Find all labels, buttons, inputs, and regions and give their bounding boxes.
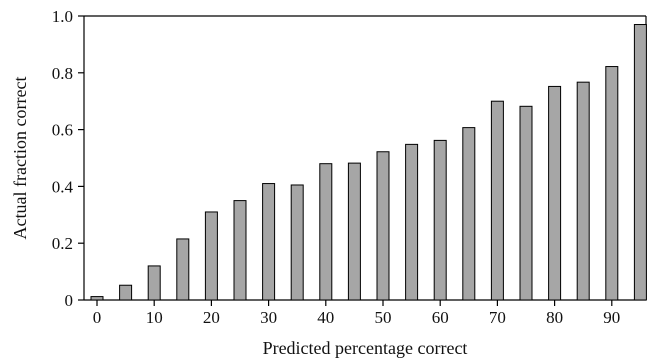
bar-60 <box>433 139 447 301</box>
bar-0 <box>90 296 104 301</box>
bar-25 <box>233 200 247 301</box>
bar-35 <box>290 184 304 301</box>
y-tick-label: 1.0 <box>52 7 73 26</box>
x-tick-label: 60 <box>432 308 449 327</box>
bar-75 <box>519 105 533 301</box>
bar-10 <box>147 265 161 301</box>
y-axis-title: Actual fraction correct <box>10 77 30 240</box>
bar-70 <box>490 100 504 301</box>
y-tick-label: 0.8 <box>52 64 73 83</box>
y-axis: 0 0.2 0.4 0.6 0.8 1.0 <box>52 7 85 310</box>
bar-30 <box>262 183 276 301</box>
x-tick-label: 80 <box>546 308 563 327</box>
bar-series <box>90 24 647 301</box>
x-tick-label: 50 <box>375 308 392 327</box>
y-tick-label: 0.4 <box>52 177 74 196</box>
y-tick-label: 0.2 <box>52 234 73 253</box>
bar-95 <box>633 24 647 301</box>
bar-80 <box>548 85 562 301</box>
x-tick-label: 30 <box>260 308 277 327</box>
y-tick-label: 0 <box>65 291 74 310</box>
x-tick-label: 10 <box>146 308 163 327</box>
x-axis-title: Predicted percentage correct <box>263 338 468 358</box>
bar-55 <box>405 143 419 301</box>
bar-85 <box>576 81 590 301</box>
x-tick-label: 90 <box>603 308 620 327</box>
x-tick-label: 40 <box>317 308 334 327</box>
x-axis: 0 10 20 30 40 50 60 70 80 90 <box>84 299 646 327</box>
bar-50 <box>376 151 390 301</box>
bar-15 <box>176 238 190 301</box>
bar-5 <box>119 284 133 301</box>
x-tick-label: 70 <box>489 308 506 327</box>
bar-20 <box>204 211 218 301</box>
x-tick-label: 0 <box>93 308 102 327</box>
y-tick-label: 0.6 <box>52 121 73 140</box>
bar-90 <box>605 66 619 301</box>
x-tick-label: 20 <box>203 308 220 327</box>
bar-65 <box>462 127 476 301</box>
bar-45 <box>347 162 361 301</box>
bar-40 <box>319 163 333 301</box>
